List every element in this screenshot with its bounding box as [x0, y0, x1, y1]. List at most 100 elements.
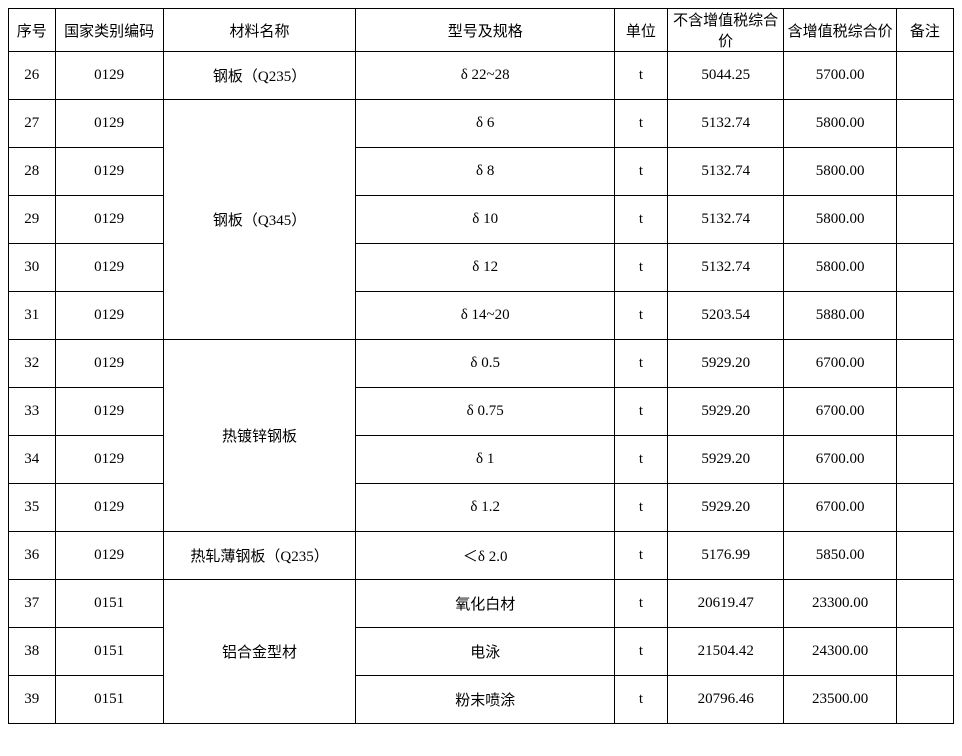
cell-name: 热镀锌钢板: [163, 340, 356, 532]
col-header-name: 材料名称: [163, 9, 356, 52]
cell-code: 0129: [55, 292, 163, 340]
table-row: 370151铝合金型材氧化白材t20619.4723300.00: [9, 580, 954, 628]
cell-seq: 27: [9, 100, 56, 148]
cell-remark: [896, 244, 953, 292]
cell-price-inc-tax: 5700.00: [784, 52, 896, 100]
cell-code: 0129: [55, 436, 163, 484]
cell-code: 0129: [55, 52, 163, 100]
cell-code: 0129: [55, 388, 163, 436]
cell-remark: [896, 292, 953, 340]
cell-price-inc-tax: 5800.00: [784, 244, 896, 292]
cell-code: 0129: [55, 148, 163, 196]
cell-unit: t: [614, 532, 667, 580]
cell-price-inc-tax: 5850.00: [784, 532, 896, 580]
cell-code: 0129: [55, 100, 163, 148]
table-row: 320129热镀锌钢板δ 0.5t5929.206700.00: [9, 340, 954, 388]
cell-price-inc-tax: 6700.00: [784, 484, 896, 532]
cell-spec: δ 10: [356, 196, 614, 244]
cell-code: 0129: [55, 484, 163, 532]
col-header-spec: 型号及规格: [356, 9, 614, 52]
cell-unit: t: [614, 436, 667, 484]
cell-remark: [896, 100, 953, 148]
cell-price-ex-tax: 5132.74: [667, 196, 784, 244]
table-row: 260129钢板（Q235）δ 22~28t5044.255700.00: [9, 52, 954, 100]
cell-spec: δ 14~20: [356, 292, 614, 340]
cell-price-inc-tax: 5800.00: [784, 148, 896, 196]
materials-price-table: 序号 国家类别编码 材料名称 型号及规格 单位 不含增值税综合价 含增值税综合价…: [8, 8, 954, 724]
table-row: 330129δ 0.75t5929.206700.00: [9, 388, 954, 436]
cell-remark: [896, 196, 953, 244]
cell-price-inc-tax: 6700.00: [784, 436, 896, 484]
table-row: 350129 δ 1.2t5929.206700.00: [9, 484, 954, 532]
cell-name: 铝合金型材: [163, 580, 356, 724]
cell-price-inc-tax: 5880.00: [784, 292, 896, 340]
cell-price-ex-tax: 5929.20: [667, 340, 784, 388]
cell-name: 钢板（Q345）: [163, 100, 356, 340]
cell-spec: 粉末喷涂: [356, 676, 614, 724]
cell-price-ex-tax: 5176.99: [667, 532, 784, 580]
col-header-price-inc-tax: 含增值税综合价: [784, 9, 896, 52]
cell-unit: t: [614, 580, 667, 628]
cell-price-ex-tax: 5929.20: [667, 436, 784, 484]
cell-price-ex-tax: 20796.46: [667, 676, 784, 724]
table-row: 270129钢板（Q345）δ 6t5132.745800.00: [9, 100, 954, 148]
cell-seq: 29: [9, 196, 56, 244]
cell-unit: t: [614, 340, 667, 388]
cell-price-inc-tax: 5800.00: [784, 100, 896, 148]
col-header-unit: 单位: [614, 9, 667, 52]
table-body: 260129钢板（Q235）δ 22~28t5044.255700.002701…: [9, 52, 954, 724]
cell-remark: [896, 148, 953, 196]
cell-spec: ＜δ 2.0: [356, 532, 614, 580]
cell-price-ex-tax: 5132.74: [667, 100, 784, 148]
cell-spec: δ 1.2: [356, 484, 614, 532]
cell-remark: [896, 340, 953, 388]
cell-remark: [896, 676, 953, 724]
cell-remark: [896, 52, 953, 100]
cell-price-ex-tax: 5132.74: [667, 244, 784, 292]
cell-code: 0151: [55, 580, 163, 628]
table-row: 290129δ 10t5132.745800.00: [9, 196, 954, 244]
cell-code: 0129: [55, 196, 163, 244]
cell-unit: t: [614, 292, 667, 340]
col-header-price-ex-tax: 不含增值税综合价: [667, 9, 784, 52]
cell-price-ex-tax: 5929.20: [667, 484, 784, 532]
cell-seq: 31: [9, 292, 56, 340]
cell-unit: t: [614, 100, 667, 148]
cell-remark: [896, 388, 953, 436]
cell-spec: 电泳: [356, 628, 614, 676]
cell-price-inc-tax: 24300.00: [784, 628, 896, 676]
cell-seq: 39: [9, 676, 56, 724]
cell-unit: t: [614, 628, 667, 676]
cell-price-inc-tax: 6700.00: [784, 388, 896, 436]
cell-name: 钢板（Q235）: [163, 52, 356, 100]
cell-spec: δ 0.5: [356, 340, 614, 388]
cell-seq: 38: [9, 628, 56, 676]
table-row: 300129δ 12t5132.745800.00: [9, 244, 954, 292]
cell-spec: δ 1: [356, 436, 614, 484]
cell-unit: t: [614, 484, 667, 532]
cell-seq: 35: [9, 484, 56, 532]
cell-seq: 36: [9, 532, 56, 580]
cell-price-ex-tax: 21504.42: [667, 628, 784, 676]
cell-spec: 氧化白材: [356, 580, 614, 628]
cell-seq: 32: [9, 340, 56, 388]
col-header-seq: 序号: [9, 9, 56, 52]
cell-unit: t: [614, 148, 667, 196]
cell-code: 0151: [55, 628, 163, 676]
cell-price-ex-tax: 5044.25: [667, 52, 784, 100]
cell-remark: [896, 436, 953, 484]
cell-remark: [896, 532, 953, 580]
table-row: 360129热轧薄钢板（Q235）＜δ 2.0t5176.995850.00: [9, 532, 954, 580]
cell-price-ex-tax: 5203.54: [667, 292, 784, 340]
cell-unit: t: [614, 196, 667, 244]
cell-seq: 33: [9, 388, 56, 436]
cell-remark: [896, 580, 953, 628]
cell-seq: 34: [9, 436, 56, 484]
cell-price-inc-tax: 23500.00: [784, 676, 896, 724]
cell-unit: t: [614, 52, 667, 100]
cell-code: 0151: [55, 676, 163, 724]
cell-seq: 37: [9, 580, 56, 628]
cell-code: 0129: [55, 532, 163, 580]
cell-price-inc-tax: 6700.00: [784, 340, 896, 388]
cell-price-inc-tax: 23300.00: [784, 580, 896, 628]
